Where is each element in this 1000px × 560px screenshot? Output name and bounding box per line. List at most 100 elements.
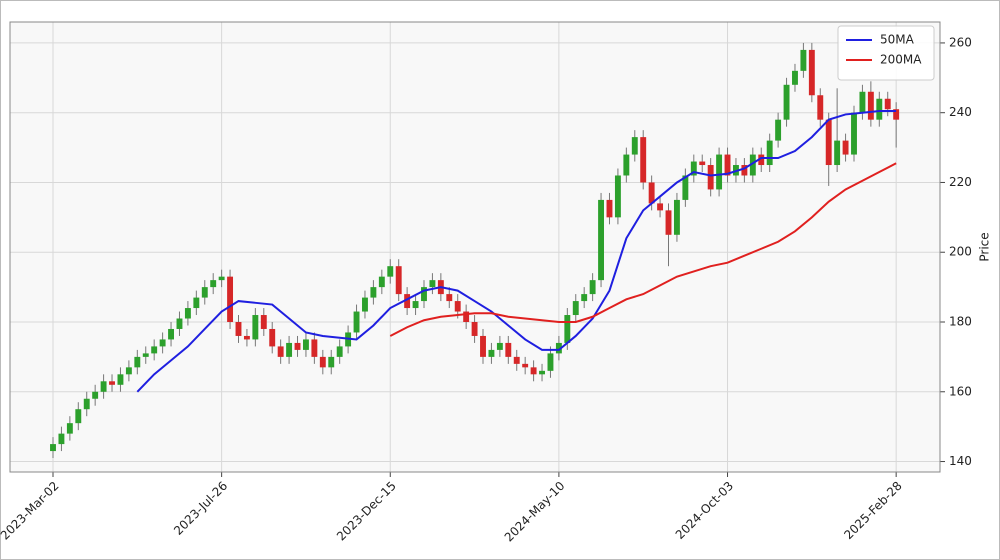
candle-body bbox=[690, 161, 697, 176]
y-tick-label: 180 bbox=[949, 315, 972, 329]
candle-body bbox=[522, 363, 529, 368]
candle-body bbox=[142, 353, 149, 357]
legend-label: 50MA bbox=[880, 33, 915, 47]
plot-area bbox=[10, 22, 940, 472]
candle-body bbox=[614, 175, 621, 218]
candle-body bbox=[589, 280, 596, 295]
candle-body bbox=[75, 409, 82, 424]
candle-body bbox=[564, 315, 571, 343]
candle-body bbox=[463, 311, 470, 322]
candle-body bbox=[362, 297, 368, 312]
candle-body bbox=[193, 297, 200, 309]
candle-body bbox=[792, 70, 798, 85]
candle-body bbox=[201, 287, 208, 298]
candle-body bbox=[412, 301, 419, 309]
candle-body bbox=[243, 335, 250, 340]
candle-body bbox=[336, 346, 343, 357]
candle-body bbox=[429, 280, 436, 288]
candle-body bbox=[134, 356, 141, 368]
candle-body bbox=[319, 356, 326, 368]
candle-body bbox=[817, 95, 824, 120]
candle-body bbox=[353, 311, 360, 333]
candle-body bbox=[446, 294, 453, 302]
legend: 50MA 200MA bbox=[837, 25, 935, 81]
candle-body bbox=[859, 91, 866, 113]
candle-body bbox=[851, 112, 857, 155]
candle-body bbox=[724, 154, 731, 176]
candle-body bbox=[775, 119, 782, 141]
candle-body bbox=[539, 370, 545, 375]
moving-average-line bbox=[136, 109, 897, 393]
candle-body bbox=[159, 339, 166, 347]
candle-body bbox=[834, 140, 841, 166]
candle-body bbox=[260, 315, 267, 329]
candle-body bbox=[648, 182, 655, 204]
candle-body bbox=[513, 356, 520, 364]
candle-body bbox=[378, 276, 385, 288]
candle-body bbox=[328, 356, 335, 368]
candle-body bbox=[92, 391, 99, 399]
candle-body bbox=[673, 199, 680, 235]
plot-border bbox=[9, 21, 941, 473]
candle-body bbox=[867, 91, 874, 120]
candle-body bbox=[707, 165, 714, 190]
candle-body bbox=[269, 328, 276, 347]
y-tick-label: 200 bbox=[949, 245, 972, 259]
candle-body bbox=[496, 342, 503, 350]
candle-body bbox=[395, 266, 402, 295]
candle-body bbox=[387, 266, 394, 277]
candle-body bbox=[100, 381, 107, 392]
candle-body bbox=[842, 140, 849, 155]
candle-body bbox=[66, 423, 73, 434]
candle-body bbox=[741, 165, 748, 176]
candle-body bbox=[893, 109, 900, 120]
candle-body bbox=[640, 137, 647, 183]
y-tick-label: 260 bbox=[949, 35, 972, 49]
candle-body bbox=[294, 342, 301, 350]
candle-body bbox=[699, 161, 706, 166]
candle-body bbox=[277, 346, 284, 357]
candle-body bbox=[125, 367, 132, 375]
candle-body bbox=[749, 154, 756, 176]
candle-body bbox=[606, 199, 613, 218]
candle-body bbox=[665, 210, 672, 235]
candle-body bbox=[109, 381, 115, 385]
candle-body bbox=[235, 322, 242, 336]
candle-body bbox=[480, 335, 486, 357]
moving-average-line bbox=[389, 162, 897, 337]
candle-body bbox=[876, 98, 883, 120]
candle-body bbox=[572, 301, 579, 316]
candle-body bbox=[218, 276, 225, 281]
candle-body bbox=[454, 301, 461, 312]
candle-body bbox=[598, 199, 605, 281]
candle-body bbox=[83, 398, 90, 410]
candle-body bbox=[758, 154, 765, 166]
candle-body bbox=[50, 444, 56, 452]
marks bbox=[50, 42, 900, 459]
candle-body bbox=[168, 328, 174, 340]
candle-body bbox=[252, 315, 259, 340]
candle-body bbox=[657, 203, 664, 211]
candle-body bbox=[530, 367, 537, 375]
candle-body bbox=[623, 154, 630, 176]
candle-body bbox=[404, 294, 411, 309]
candle-body bbox=[311, 339, 318, 357]
candle-body bbox=[421, 287, 427, 302]
candle-body bbox=[581, 294, 588, 302]
candle-body bbox=[547, 353, 554, 371]
candle-body bbox=[471, 322, 478, 336]
y-tick-label: 240 bbox=[949, 105, 972, 119]
candle-body bbox=[825, 119, 832, 166]
candle-body bbox=[783, 84, 790, 120]
candle-body bbox=[227, 276, 234, 322]
candle-body bbox=[370, 287, 377, 298]
candle-body bbox=[505, 342, 512, 357]
candle-body bbox=[286, 342, 293, 357]
candle-body bbox=[766, 140, 773, 166]
candle-body bbox=[716, 154, 723, 190]
candle-body bbox=[176, 318, 183, 329]
candle-body bbox=[302, 339, 309, 350]
candle-body bbox=[184, 308, 191, 319]
candle-body bbox=[631, 137, 638, 155]
